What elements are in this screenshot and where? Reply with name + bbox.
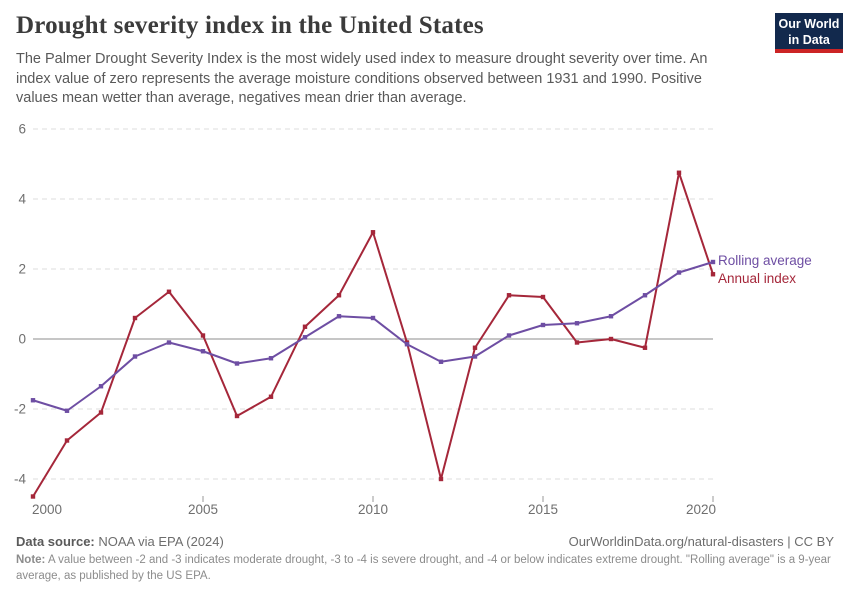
data-point-marker	[132, 354, 138, 359]
data-point-marker	[132, 315, 138, 321]
chart-note-label: Note:	[16, 554, 46, 566]
data-point-marker	[472, 345, 478, 350]
data-point-marker	[234, 413, 240, 419]
data-source-value: NOAA via EPA (2024)	[94, 534, 224, 549]
legend-label-annual-index[interactable]: Annual index	[718, 271, 797, 286]
y-axis-tick-label: 6	[18, 122, 26, 137]
data-point-marker	[336, 314, 342, 319]
data-point-marker	[710, 272, 716, 277]
chart-note: Note: A value between -2 and -3 indicate…	[16, 553, 838, 584]
data-point-marker	[64, 438, 70, 443]
y-axis-tick-label: 4	[18, 192, 26, 207]
data-point-marker	[574, 340, 580, 345]
data-point-marker	[166, 340, 172, 345]
data-point-marker	[438, 359, 444, 364]
chart-note-value: A value between -2 and -3 indicates mode…	[16, 554, 831, 582]
y-axis-tick-label: -2	[14, 402, 26, 417]
data-point-marker	[336, 293, 342, 298]
data-point-marker	[302, 324, 308, 329]
data-point-marker	[98, 384, 104, 389]
data-point-marker	[30, 494, 36, 499]
data-point-marker	[370, 315, 376, 321]
data-point-marker	[370, 230, 376, 235]
data-point-marker	[540, 322, 546, 328]
x-axis-tick-label: 2010	[358, 502, 388, 517]
data-point-marker	[608, 336, 614, 342]
legend-label-rolling-average[interactable]: Rolling average	[718, 253, 812, 268]
data-point-marker	[676, 270, 682, 275]
data-point-marker	[98, 410, 104, 415]
data-point-marker	[166, 289, 172, 294]
data-point-marker	[574, 321, 580, 326]
y-axis-tick-label: -4	[14, 472, 26, 487]
data-point-marker	[268, 394, 274, 399]
data-point-marker	[30, 398, 36, 403]
data-point-marker	[608, 314, 614, 319]
data-point-marker	[268, 356, 274, 361]
data-point-marker	[302, 335, 308, 340]
data-source-line: Data source: NOAA via EPA (2024)	[16, 534, 224, 549]
data-point-marker	[438, 476, 444, 482]
data-point-marker	[472, 354, 478, 359]
chart-subtitle: The Palmer Drought Severity Index is the…	[16, 51, 708, 106]
x-axis-tick-label: 2005	[188, 502, 218, 517]
data-point-marker	[642, 345, 648, 350]
data-point-marker	[234, 361, 240, 366]
x-axis-tick-label: 2020	[686, 502, 716, 517]
y-axis-tick-label: 0	[18, 332, 26, 347]
data-point-marker	[676, 170, 682, 175]
x-axis-tick-label: 2015	[528, 502, 558, 517]
owid-logo-line2: in Data	[788, 33, 830, 47]
data-point-marker	[710, 259, 716, 265]
data-point-marker	[540, 294, 546, 300]
data-source-label: Data source:	[16, 534, 95, 549]
data-point-marker	[200, 349, 206, 354]
data-point-marker	[404, 342, 410, 347]
rolling-average-line[interactable]	[32, 261, 714, 412]
data-point-marker	[200, 333, 206, 338]
owid-logo-line1: Our World	[778, 17, 840, 31]
data-point-marker	[506, 293, 512, 298]
data-point-marker	[506, 333, 512, 338]
owid-url-license[interactable]: OurWorldinData.org/natural-disasters | C…	[568, 534, 834, 549]
data-point-marker	[642, 293, 648, 298]
data-point-marker	[64, 408, 70, 413]
y-axis-tick-label: 2	[18, 262, 26, 277]
page-title: Drought severity index in the United Sta…	[16, 12, 484, 39]
x-axis-tick-label: 2000	[32, 502, 62, 517]
owid-logo[interactable]: Our World in Data	[775, 13, 843, 53]
annual-index-line[interactable]	[32, 171, 714, 498]
